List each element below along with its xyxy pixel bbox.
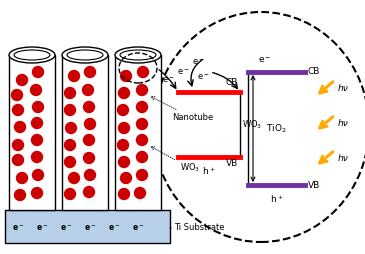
Circle shape [120,71,131,82]
Bar [9,55,55,210]
Circle shape [82,85,93,96]
Circle shape [137,151,147,163]
Circle shape [134,187,146,198]
Text: e$^-$: e$^-$ [192,57,204,67]
Circle shape [84,152,95,164]
Text: e$^-$: e$^-$ [108,223,120,233]
Circle shape [138,67,149,77]
Circle shape [69,172,80,183]
Circle shape [31,151,42,163]
Circle shape [65,188,76,199]
Circle shape [120,172,131,183]
Circle shape [65,139,76,151]
Circle shape [119,122,130,134]
Ellipse shape [62,47,108,63]
Circle shape [85,67,96,77]
Circle shape [65,122,77,134]
Text: e$^-$: e$^-$ [197,72,210,82]
Text: e$^-$: e$^-$ [84,223,96,233]
Circle shape [12,89,23,101]
Text: hν: hν [338,84,349,93]
Text: hν: hν [338,154,349,163]
Text: hν: hν [338,119,349,128]
Circle shape [65,156,76,167]
Text: e$^-$: e$^-$ [258,55,272,65]
Circle shape [119,87,130,99]
Text: CB: CB [226,78,238,87]
Text: Ti Substrate: Ti Substrate [170,224,224,232]
Bar [62,55,108,210]
Text: WO$_3$: WO$_3$ [151,147,200,174]
Circle shape [119,156,130,167]
Text: e$^-$: e$^-$ [162,75,174,85]
Circle shape [31,135,42,146]
Circle shape [137,85,147,96]
Bar [5,210,170,243]
Circle shape [65,87,76,99]
Circle shape [16,172,27,183]
Circle shape [84,102,95,113]
Text: e$^-$: e$^-$ [60,223,72,233]
Circle shape [137,135,147,146]
Ellipse shape [14,50,50,60]
Text: Nanotube: Nanotube [151,97,213,122]
Circle shape [137,169,147,181]
Circle shape [118,139,128,151]
Circle shape [84,135,95,146]
Text: VB: VB [226,159,238,168]
Circle shape [12,104,23,116]
Ellipse shape [9,47,55,63]
Text: e$^-$: e$^-$ [132,223,144,233]
Text: h$^+$: h$^+$ [270,193,283,205]
Bar [115,55,161,210]
Circle shape [32,169,43,181]
Ellipse shape [67,50,103,60]
Circle shape [118,104,128,116]
Circle shape [12,139,23,151]
Circle shape [32,67,43,77]
Ellipse shape [120,50,156,60]
Text: e$^-$: e$^-$ [36,223,48,233]
Text: e$^-$: e$^-$ [177,67,189,77]
Text: h$^+$: h$^+$ [202,165,216,177]
Circle shape [85,119,96,130]
Text: CB: CB [308,68,320,76]
Circle shape [137,102,147,113]
Circle shape [15,121,26,133]
Circle shape [16,74,27,86]
Circle shape [12,154,23,166]
Text: TiO$_2$: TiO$_2$ [266,122,287,135]
Circle shape [85,169,96,181]
Circle shape [32,102,43,113]
Circle shape [119,188,130,199]
Circle shape [15,189,26,200]
Text: VB: VB [308,181,320,189]
Ellipse shape [115,47,161,63]
Circle shape [31,118,42,129]
Text: WO$_3$: WO$_3$ [242,118,262,131]
Circle shape [69,71,80,82]
Circle shape [31,187,42,198]
Circle shape [137,119,147,130]
Circle shape [31,85,42,96]
Circle shape [84,186,95,198]
Circle shape [65,104,76,116]
Text: e$^-$: e$^-$ [12,223,24,233]
